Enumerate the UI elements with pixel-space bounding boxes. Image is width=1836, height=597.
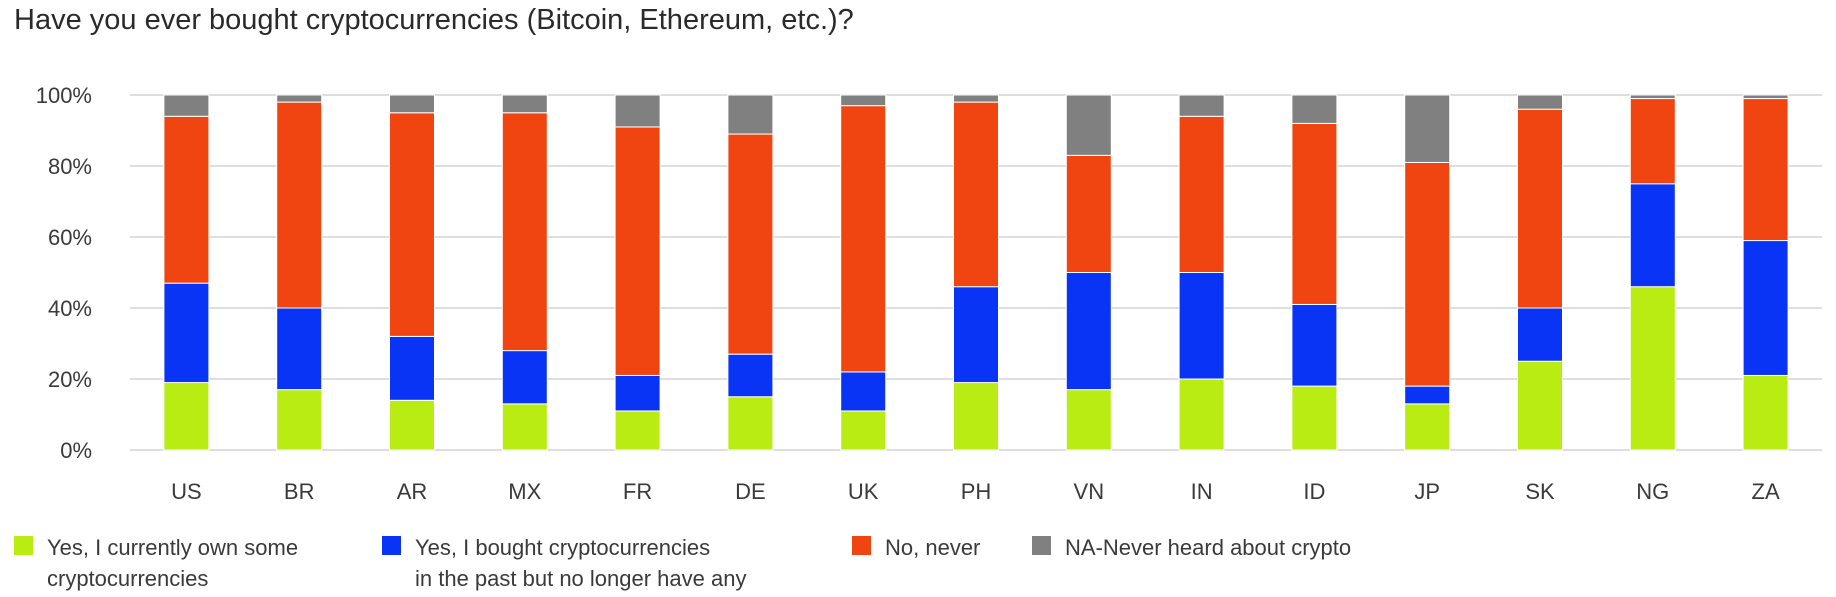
bar-segment-ph-series-1 bbox=[953, 286, 999, 384]
legend-swatch-never bbox=[852, 536, 871, 555]
bar-segment-ar-series-2 bbox=[389, 112, 435, 337]
x-tick-label-ph: PH bbox=[961, 479, 992, 504]
bar-segment-mx-series-2 bbox=[501, 112, 548, 352]
bar-segment-fr-series-2 bbox=[614, 126, 661, 376]
x-tick-label-ar: AR bbox=[397, 479, 428, 504]
bar-segment-jp-series-0 bbox=[1404, 403, 1451, 451]
x-tick-label-sk: SK bbox=[1525, 479, 1555, 504]
bar-segment-sk-series-1 bbox=[1517, 307, 1563, 362]
bar-segment-fr-series-1 bbox=[614, 374, 661, 412]
bar-segment-id-series-0 bbox=[1291, 385, 1338, 451]
bar-segment-sk-series-0 bbox=[1517, 360, 1563, 451]
bar-segment-uk-series-3 bbox=[840, 94, 887, 107]
bar-segment-de-series-3 bbox=[727, 94, 774, 135]
bar-segment-id-series-3 bbox=[1291, 94, 1338, 124]
stacked-bar-chart: 0% 20% 40% 60% 80% 100% US BR AR MX FR DE UK PH VN IN I… bbox=[36, 83, 1822, 504]
y-tick-label: 20% bbox=[48, 367, 92, 392]
bar-segment-jp-series-2 bbox=[1404, 161, 1451, 387]
bar-segment-mx-series-1 bbox=[501, 350, 548, 405]
bar-segment-br-series-3 bbox=[276, 94, 323, 103]
bar-segment-sk-series-3 bbox=[1517, 94, 1563, 110]
bar-segment-jp-series-1 bbox=[1404, 385, 1451, 405]
bar-segment-ng-series-2 bbox=[1629, 98, 1676, 185]
y-tick-label: 0% bbox=[60, 438, 92, 463]
legend-label-unaware: NA-Never heard about crypto bbox=[1065, 535, 1352, 560]
bar-segment-de-series-2 bbox=[727, 133, 774, 355]
bar-segment-vn-series-1 bbox=[1065, 272, 1112, 391]
bar-segment-us-series-0 bbox=[163, 382, 210, 451]
x-tick-label-jp: JP bbox=[1414, 479, 1440, 504]
y-tick-label: 80% bbox=[48, 154, 92, 179]
bar-segment-in-series-0 bbox=[1178, 378, 1225, 451]
legend-item-past: Yes, I bought cryptocurrencies in the pa… bbox=[382, 532, 746, 594]
legend-item-unaware: NA-Never heard about crypto bbox=[1032, 532, 1351, 563]
bar-segment-vn-series-0 bbox=[1065, 389, 1112, 451]
legend-item-never: No, never bbox=[852, 532, 980, 563]
x-tick-label-za: ZA bbox=[1752, 479, 1780, 504]
legend-swatch-own bbox=[14, 536, 33, 555]
bar-segment-in-series-1 bbox=[1178, 272, 1225, 380]
bar-segment-us-series-1 bbox=[163, 282, 210, 384]
bar-segment-de-series-0 bbox=[727, 396, 774, 451]
bar-segment-ar-series-0 bbox=[389, 399, 435, 451]
x-tick-label-ng: NG bbox=[1636, 479, 1669, 504]
bar-segment-de-series-1 bbox=[727, 353, 774, 398]
bars bbox=[163, 94, 1789, 451]
x-tick-label-br: BR bbox=[284, 479, 315, 504]
x-tick-label-uk: UK bbox=[848, 479, 879, 504]
bar-segment-id-series-1 bbox=[1291, 303, 1338, 387]
bar-segment-ph-series-0 bbox=[953, 382, 999, 451]
bar-segment-ph-series-3 bbox=[953, 94, 999, 103]
legend-swatch-unaware bbox=[1032, 536, 1051, 555]
bar-segment-uk-series-2 bbox=[840, 105, 887, 373]
x-tick-label-fr: FR bbox=[623, 479, 652, 504]
x-axis-tick-labels: US BR AR MX FR DE UK PH VN IN ID JP SK NG ZA bbox=[171, 479, 1780, 504]
bar-segment-za-series-1 bbox=[1742, 240, 1789, 376]
bar-segment-fr-series-3 bbox=[614, 94, 661, 128]
bar-segment-za-series-2 bbox=[1742, 98, 1789, 242]
x-tick-label-de: DE bbox=[735, 479, 766, 504]
bar-segment-uk-series-0 bbox=[840, 410, 887, 451]
bar-segment-br-series-0 bbox=[276, 389, 323, 451]
bar-segment-us-series-2 bbox=[163, 115, 210, 284]
y-axis-tick-labels: 0% 20% 40% 60% 80% 100% bbox=[36, 83, 92, 463]
bar-segment-ng-series-1 bbox=[1629, 183, 1676, 288]
bar-segment-us-series-3 bbox=[163, 94, 210, 117]
bar-segment-vn-series-3 bbox=[1065, 94, 1112, 156]
x-tick-label-vn: VN bbox=[1074, 479, 1105, 504]
legend-item-own: Yes, I currently own some cryptocurrenci… bbox=[14, 532, 298, 594]
bar-segment-ng-series-0 bbox=[1629, 286, 1676, 451]
bar-segment-za-series-3 bbox=[1742, 94, 1789, 100]
bar-segment-sk-series-2 bbox=[1517, 108, 1563, 309]
legend-label-never: No, never bbox=[885, 535, 981, 560]
bar-segment-jp-series-3 bbox=[1404, 94, 1451, 163]
legend: Yes, I currently own some cryptocurrenci… bbox=[0, 532, 1836, 597]
bar-segment-in-series-2 bbox=[1178, 115, 1225, 273]
bar-segment-br-series-1 bbox=[276, 307, 323, 391]
chart-title: Have you ever bought cryptocurrencies (B… bbox=[14, 4, 854, 36]
bar-segment-in-series-3 bbox=[1178, 94, 1225, 117]
bar-segment-za-series-0 bbox=[1742, 374, 1789, 451]
bar-segment-ar-series-1 bbox=[389, 335, 435, 401]
bar-segment-mx-series-3 bbox=[501, 94, 548, 114]
x-tick-label-mx: MX bbox=[508, 479, 541, 504]
bar-segment-br-series-2 bbox=[276, 101, 323, 309]
x-tick-label-us: US bbox=[171, 479, 202, 504]
legend-swatch-past bbox=[382, 536, 401, 555]
bar-segment-id-series-2 bbox=[1291, 122, 1338, 305]
x-tick-label-in: IN bbox=[1191, 479, 1213, 504]
legend-label-own: Yes, I currently own some cryptocurrenci… bbox=[47, 535, 299, 591]
x-tick-label-id: ID bbox=[1303, 479, 1325, 504]
bar-segment-mx-series-0 bbox=[501, 403, 548, 451]
bar-segment-ph-series-2 bbox=[953, 101, 999, 288]
y-tick-label: 100% bbox=[36, 83, 92, 108]
bar-segment-ng-series-3 bbox=[1629, 94, 1676, 100]
bar-segment-vn-series-2 bbox=[1065, 154, 1112, 274]
y-tick-label: 60% bbox=[48, 225, 92, 250]
bar-segment-ar-series-3 bbox=[389, 94, 435, 114]
y-tick-label: 40% bbox=[48, 296, 92, 321]
bar-segment-uk-series-1 bbox=[840, 371, 887, 412]
legend-label-past: Yes, I bought cryptocurrencies in the pa… bbox=[415, 535, 747, 591]
bar-segment-fr-series-0 bbox=[614, 410, 661, 451]
